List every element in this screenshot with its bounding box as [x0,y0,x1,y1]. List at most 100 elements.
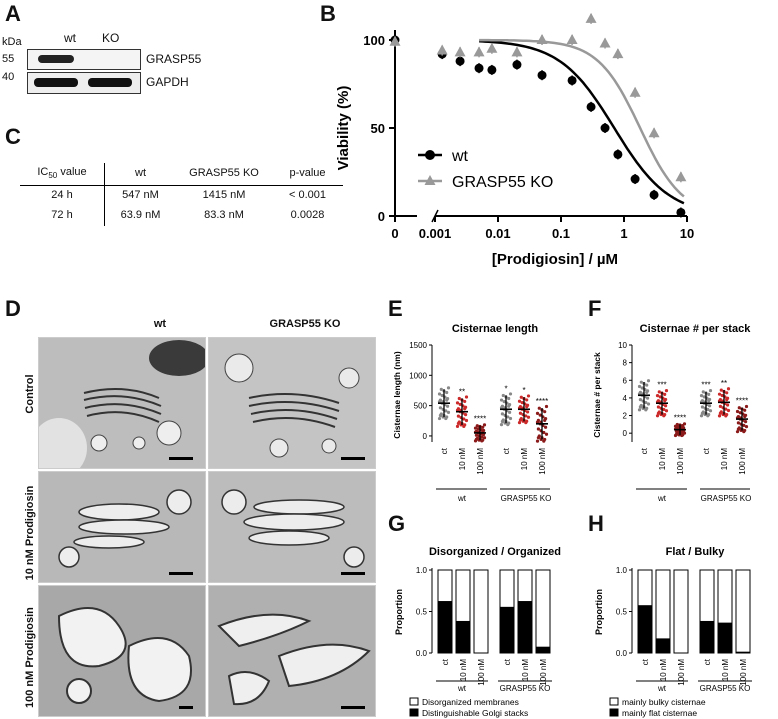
data-point [480,435,484,439]
data-point [455,424,460,428]
em-image-wt-10nm [38,471,206,583]
data-point [644,408,648,412]
panel-label-a: A [5,1,21,26]
data-point [542,430,546,435]
data-point [708,409,713,413]
data-point [537,406,541,410]
x-tick-label: 100 nM [476,448,485,475]
data-point [464,395,469,399]
data-point [525,404,529,409]
data-point [644,400,648,405]
data-point [517,399,522,403]
significance-label: **** [474,415,486,424]
data-point [481,425,485,429]
data-point [476,427,480,431]
data-point [473,46,485,57]
data-point [725,391,729,395]
data-point [525,398,529,402]
data-point [724,407,728,411]
group-label: wt [457,494,467,503]
data-point [482,432,486,437]
bar-lower [735,651,751,654]
x-tick-label: ct [502,447,511,454]
bar-upper [735,569,751,654]
col-label-wt: wt [153,318,167,330]
data-point [662,414,666,418]
y-tick-label: 0.0 [416,649,428,658]
data-point [486,42,498,53]
data-point [637,408,642,412]
group-label: GRASP55 KO [701,494,752,503]
cisternae-length-chart: Cisternae length 0 500 1000 1500 Cisternae le… [392,323,551,503]
legend-label: mainly bulky cisternae [622,697,706,707]
data-point [720,393,724,398]
x-tick-label: 100 nM [676,448,685,475]
y-axis-title: Proportion [394,589,404,635]
chart-title: Flat / Bulky [666,546,726,558]
data-point [456,421,460,426]
data-point [481,429,485,433]
data-point [680,433,684,438]
dose-response-chart: 0 50 100 0 0.001 0.01 0.1 1 10 [Prodigiosin] / µM… [335,12,694,268]
data-point [676,207,686,217]
x-tick-label: ct [440,447,449,454]
x-tick-label: 0.01 [485,226,510,241]
em-image-ko-10nm [208,471,376,583]
data-point [526,394,531,398]
data-point [507,396,511,401]
data-point [640,386,644,390]
significance-label: *** [701,381,710,390]
bar-upper [473,569,489,654]
x-tick-label: 100 nM [677,659,686,686]
data-point [567,75,577,85]
blot-grasp55 [27,49,141,70]
group-label: wt [657,494,667,503]
legend-swatch [409,697,419,706]
bar-lower [517,601,533,654]
data-point [638,398,642,402]
data-point [566,34,578,44]
data-point [707,392,711,396]
data-point [463,407,467,411]
y-tick-label: 8 [623,359,628,368]
panel-label-e: E [388,296,403,321]
data-point [744,404,749,409]
data-point [675,422,679,427]
fit-curve-1 [479,38,685,198]
data-point [648,127,660,138]
data-point [463,399,467,404]
data-point [482,436,487,440]
x-tick-label: ct [503,658,512,665]
x-tick-label: 10 nM [658,448,667,471]
header-ko: GRASP55 KO [176,163,272,187]
y-tick-label: 100 [363,33,385,48]
bar-lower [655,638,671,654]
panel-label-b: B [320,1,336,26]
data-point [508,416,513,421]
group-label: GRASP55 KO [700,684,751,693]
data-point [518,418,522,422]
y-tick-label: 0.0 [616,649,628,658]
data-point [506,415,510,419]
data-point [444,416,448,421]
data-point [518,411,522,415]
blot-gapdh [27,72,141,94]
data-point [536,427,540,431]
data-point [542,439,546,443]
data-point [389,35,401,46]
panel-label-g: G [388,511,406,536]
y-tick-label: 0.5 [616,608,628,617]
y-tick-label: 2 [623,412,628,421]
data-point [538,413,542,417]
panel-label-h: H [588,511,604,536]
y-tick-label: 0 [378,209,385,224]
data-point [537,70,547,80]
bar-lower [535,646,551,654]
chart-title: Cisternae # per stack [640,323,752,335]
legend-swatch [409,708,419,717]
data-point [743,408,747,412]
data-point [543,418,547,422]
data-point [508,410,512,414]
data-point [457,396,461,401]
data-point [700,405,704,409]
